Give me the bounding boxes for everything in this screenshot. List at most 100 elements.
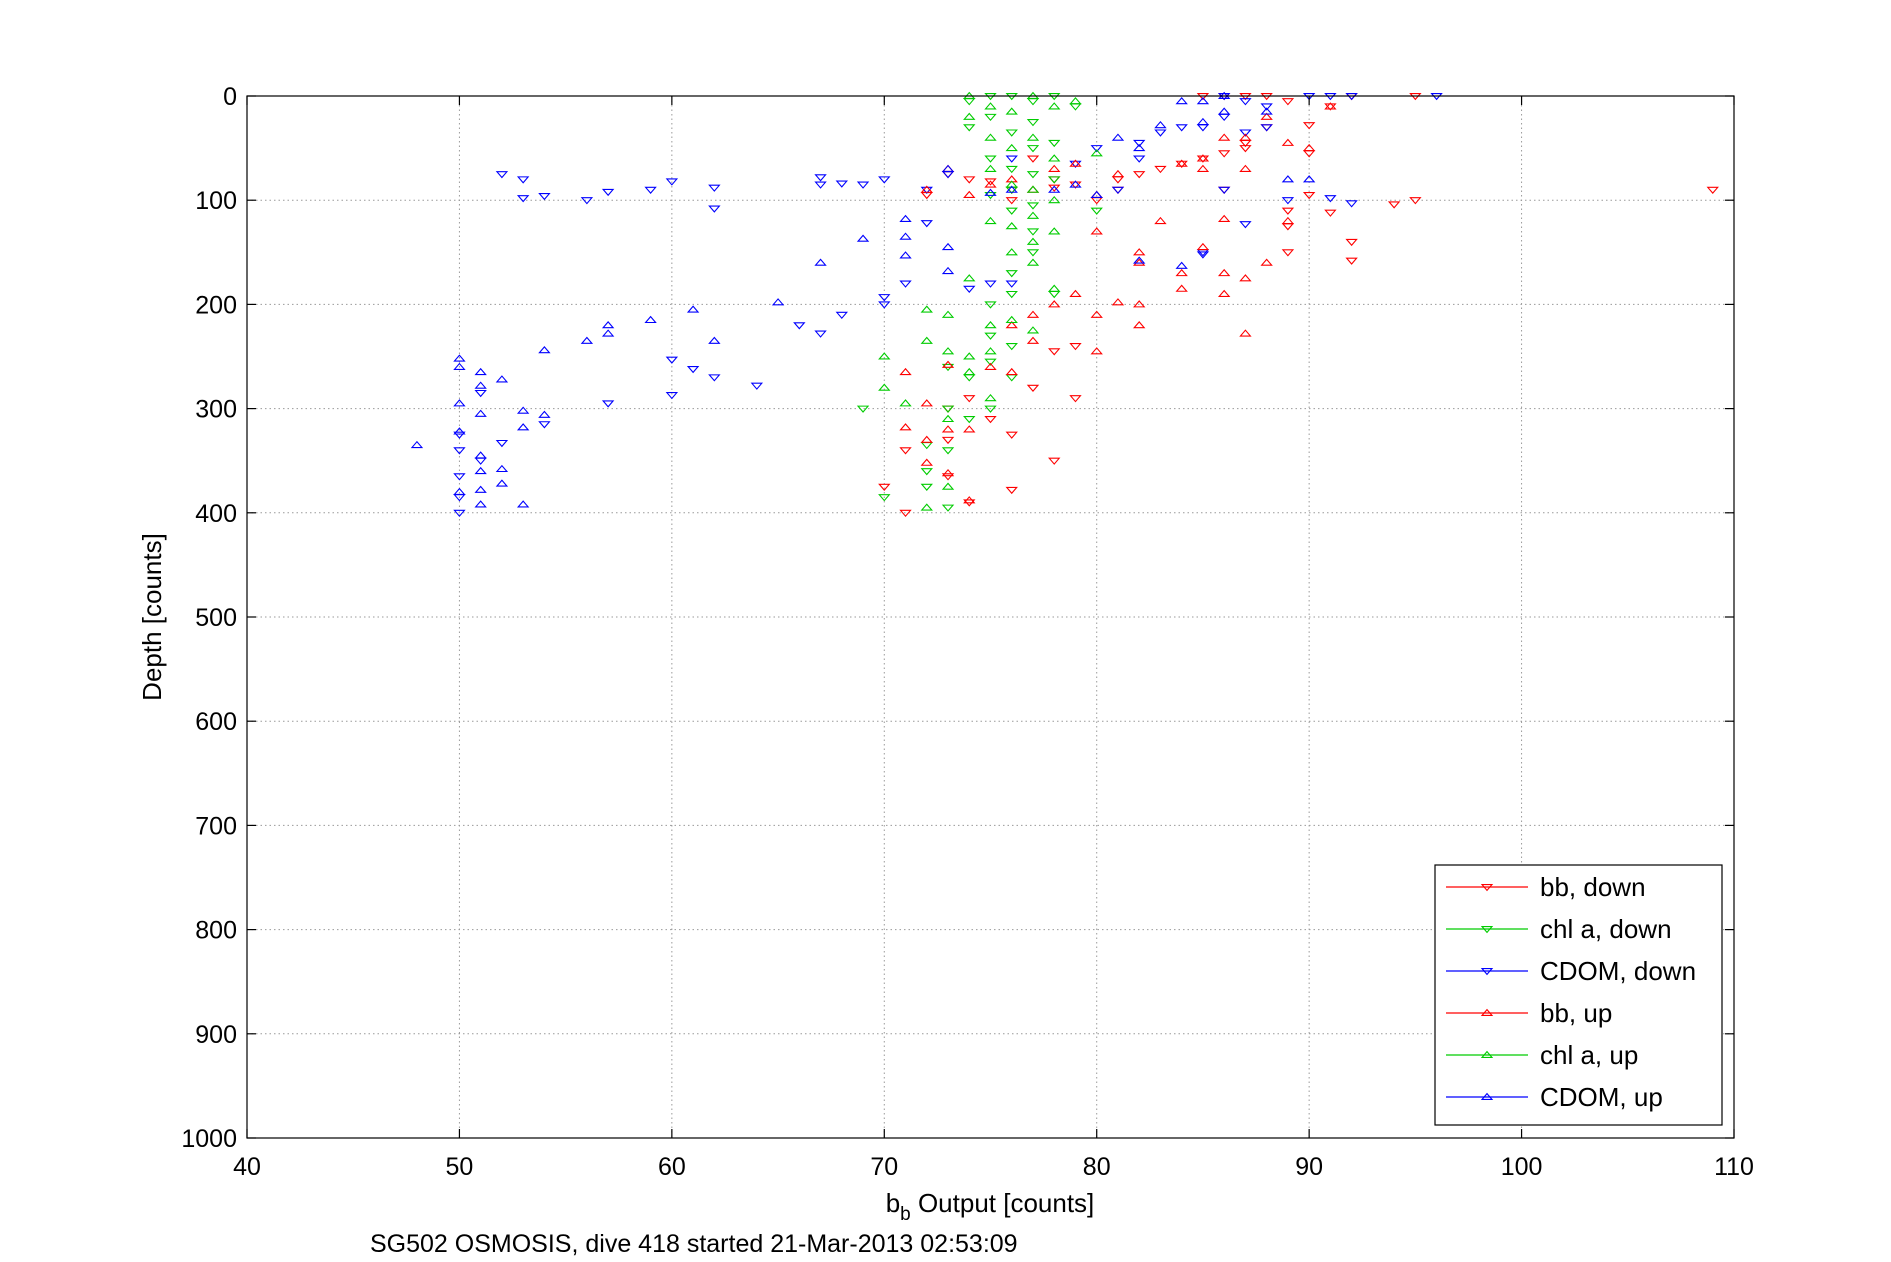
data-point bbox=[1069, 181, 1082, 189]
data-point bbox=[538, 346, 551, 354]
data-point bbox=[920, 503, 933, 511]
data-point bbox=[1239, 98, 1252, 106]
data-point bbox=[1048, 164, 1061, 172]
x-axis-title-main: b bbox=[886, 1188, 900, 1218]
data-point bbox=[453, 354, 466, 362]
data-point bbox=[453, 473, 466, 481]
data-point bbox=[1302, 175, 1316, 183]
data-point bbox=[686, 365, 700, 374]
legend-marker bbox=[1480, 1050, 1494, 1059]
data-point bbox=[708, 205, 721, 213]
data-point bbox=[1005, 197, 1018, 205]
data-point bbox=[1154, 216, 1167, 225]
data-point bbox=[538, 421, 551, 429]
data-point bbox=[984, 180, 997, 188]
data-point bbox=[941, 164, 955, 172]
data-point bbox=[1048, 300, 1061, 308]
data-point bbox=[1005, 343, 1018, 351]
data-point bbox=[1026, 249, 1040, 257]
data-point bbox=[1005, 129, 1018, 137]
data-point bbox=[941, 414, 955, 423]
data-point bbox=[1239, 329, 1252, 337]
data-point bbox=[941, 436, 955, 445]
data-point bbox=[941, 310, 955, 318]
data-point bbox=[1281, 175, 1295, 183]
data-point bbox=[835, 311, 848, 320]
data-point bbox=[878, 301, 891, 309]
data-point bbox=[453, 487, 466, 495]
data-point bbox=[1217, 214, 1231, 222]
data-point bbox=[1026, 384, 1040, 392]
data-point bbox=[920, 185, 933, 193]
data-point bbox=[1260, 107, 1273, 115]
chart-caption: SG502 OSMOSIS, dive 418 started 21-Mar-2… bbox=[370, 1230, 1018, 1258]
data-point bbox=[516, 423, 530, 431]
data-point bbox=[1005, 280, 1018, 288]
legend-entry: CDOM, down bbox=[1446, 956, 1696, 986]
legend-marker bbox=[1480, 1092, 1494, 1101]
legend: bb, down chl a, down CDOM, down bb, up chl a… bbox=[1434, 864, 1723, 1126]
data-point bbox=[984, 216, 997, 225]
data-point bbox=[963, 496, 976, 504]
data-point bbox=[1026, 310, 1040, 318]
data-point bbox=[1324, 209, 1337, 217]
data-point bbox=[963, 112, 976, 120]
data-point bbox=[878, 383, 891, 391]
data-point bbox=[1239, 164, 1252, 172]
data-point bbox=[708, 336, 721, 344]
data-point bbox=[1217, 186, 1231, 195]
data-point bbox=[1069, 180, 1082, 188]
series-4 bbox=[878, 91, 1103, 511]
data-point bbox=[1196, 154, 1210, 162]
data-point bbox=[941, 447, 955, 455]
data-point bbox=[1026, 202, 1040, 210]
data-point bbox=[601, 188, 615, 197]
legend-label: bb, up bbox=[1540, 998, 1612, 1028]
data-point bbox=[1302, 122, 1316, 130]
data-point bbox=[1005, 222, 1018, 230]
data-point bbox=[941, 360, 955, 368]
data-point bbox=[1048, 102, 1061, 110]
data-point bbox=[814, 258, 827, 266]
data-point bbox=[453, 431, 466, 439]
data-point bbox=[1239, 133, 1252, 141]
data-point bbox=[601, 400, 615, 408]
data-point bbox=[1090, 190, 1103, 199]
data-point bbox=[538, 410, 551, 418]
data-point bbox=[1133, 171, 1146, 179]
legend-marker bbox=[1480, 967, 1494, 976]
data-point bbox=[474, 485, 487, 493]
data-point bbox=[899, 367, 912, 376]
data-point bbox=[1048, 154, 1061, 162]
data-point bbox=[814, 330, 827, 338]
data-point bbox=[899, 509, 912, 518]
data-point bbox=[963, 285, 976, 293]
data-point bbox=[920, 483, 933, 491]
data-point bbox=[1111, 298, 1125, 306]
data-point bbox=[750, 382, 764, 390]
series-3 bbox=[899, 102, 1337, 504]
data-point bbox=[963, 124, 976, 132]
data-point bbox=[1175, 268, 1188, 277]
data-point bbox=[1111, 133, 1125, 141]
data-point bbox=[941, 266, 955, 275]
data-point bbox=[453, 447, 466, 455]
data-point bbox=[1133, 143, 1146, 152]
data-point bbox=[1409, 197, 1422, 205]
data-point bbox=[1133, 248, 1146, 256]
x-tick-label: 50 bbox=[446, 1153, 474, 1181]
data-point bbox=[878, 352, 891, 360]
data-point bbox=[1260, 103, 1273, 111]
data-point bbox=[1154, 120, 1167, 129]
data-point bbox=[963, 352, 976, 360]
data-point bbox=[1133, 155, 1146, 163]
data-point bbox=[665, 356, 679, 364]
y-tick-label: 800 bbox=[195, 917, 237, 945]
data-point bbox=[941, 504, 955, 512]
data-point bbox=[1005, 248, 1018, 256]
data-point bbox=[495, 479, 509, 487]
data-point bbox=[495, 439, 509, 448]
data-point bbox=[941, 405, 955, 413]
legend-marker bbox=[1480, 925, 1494, 934]
